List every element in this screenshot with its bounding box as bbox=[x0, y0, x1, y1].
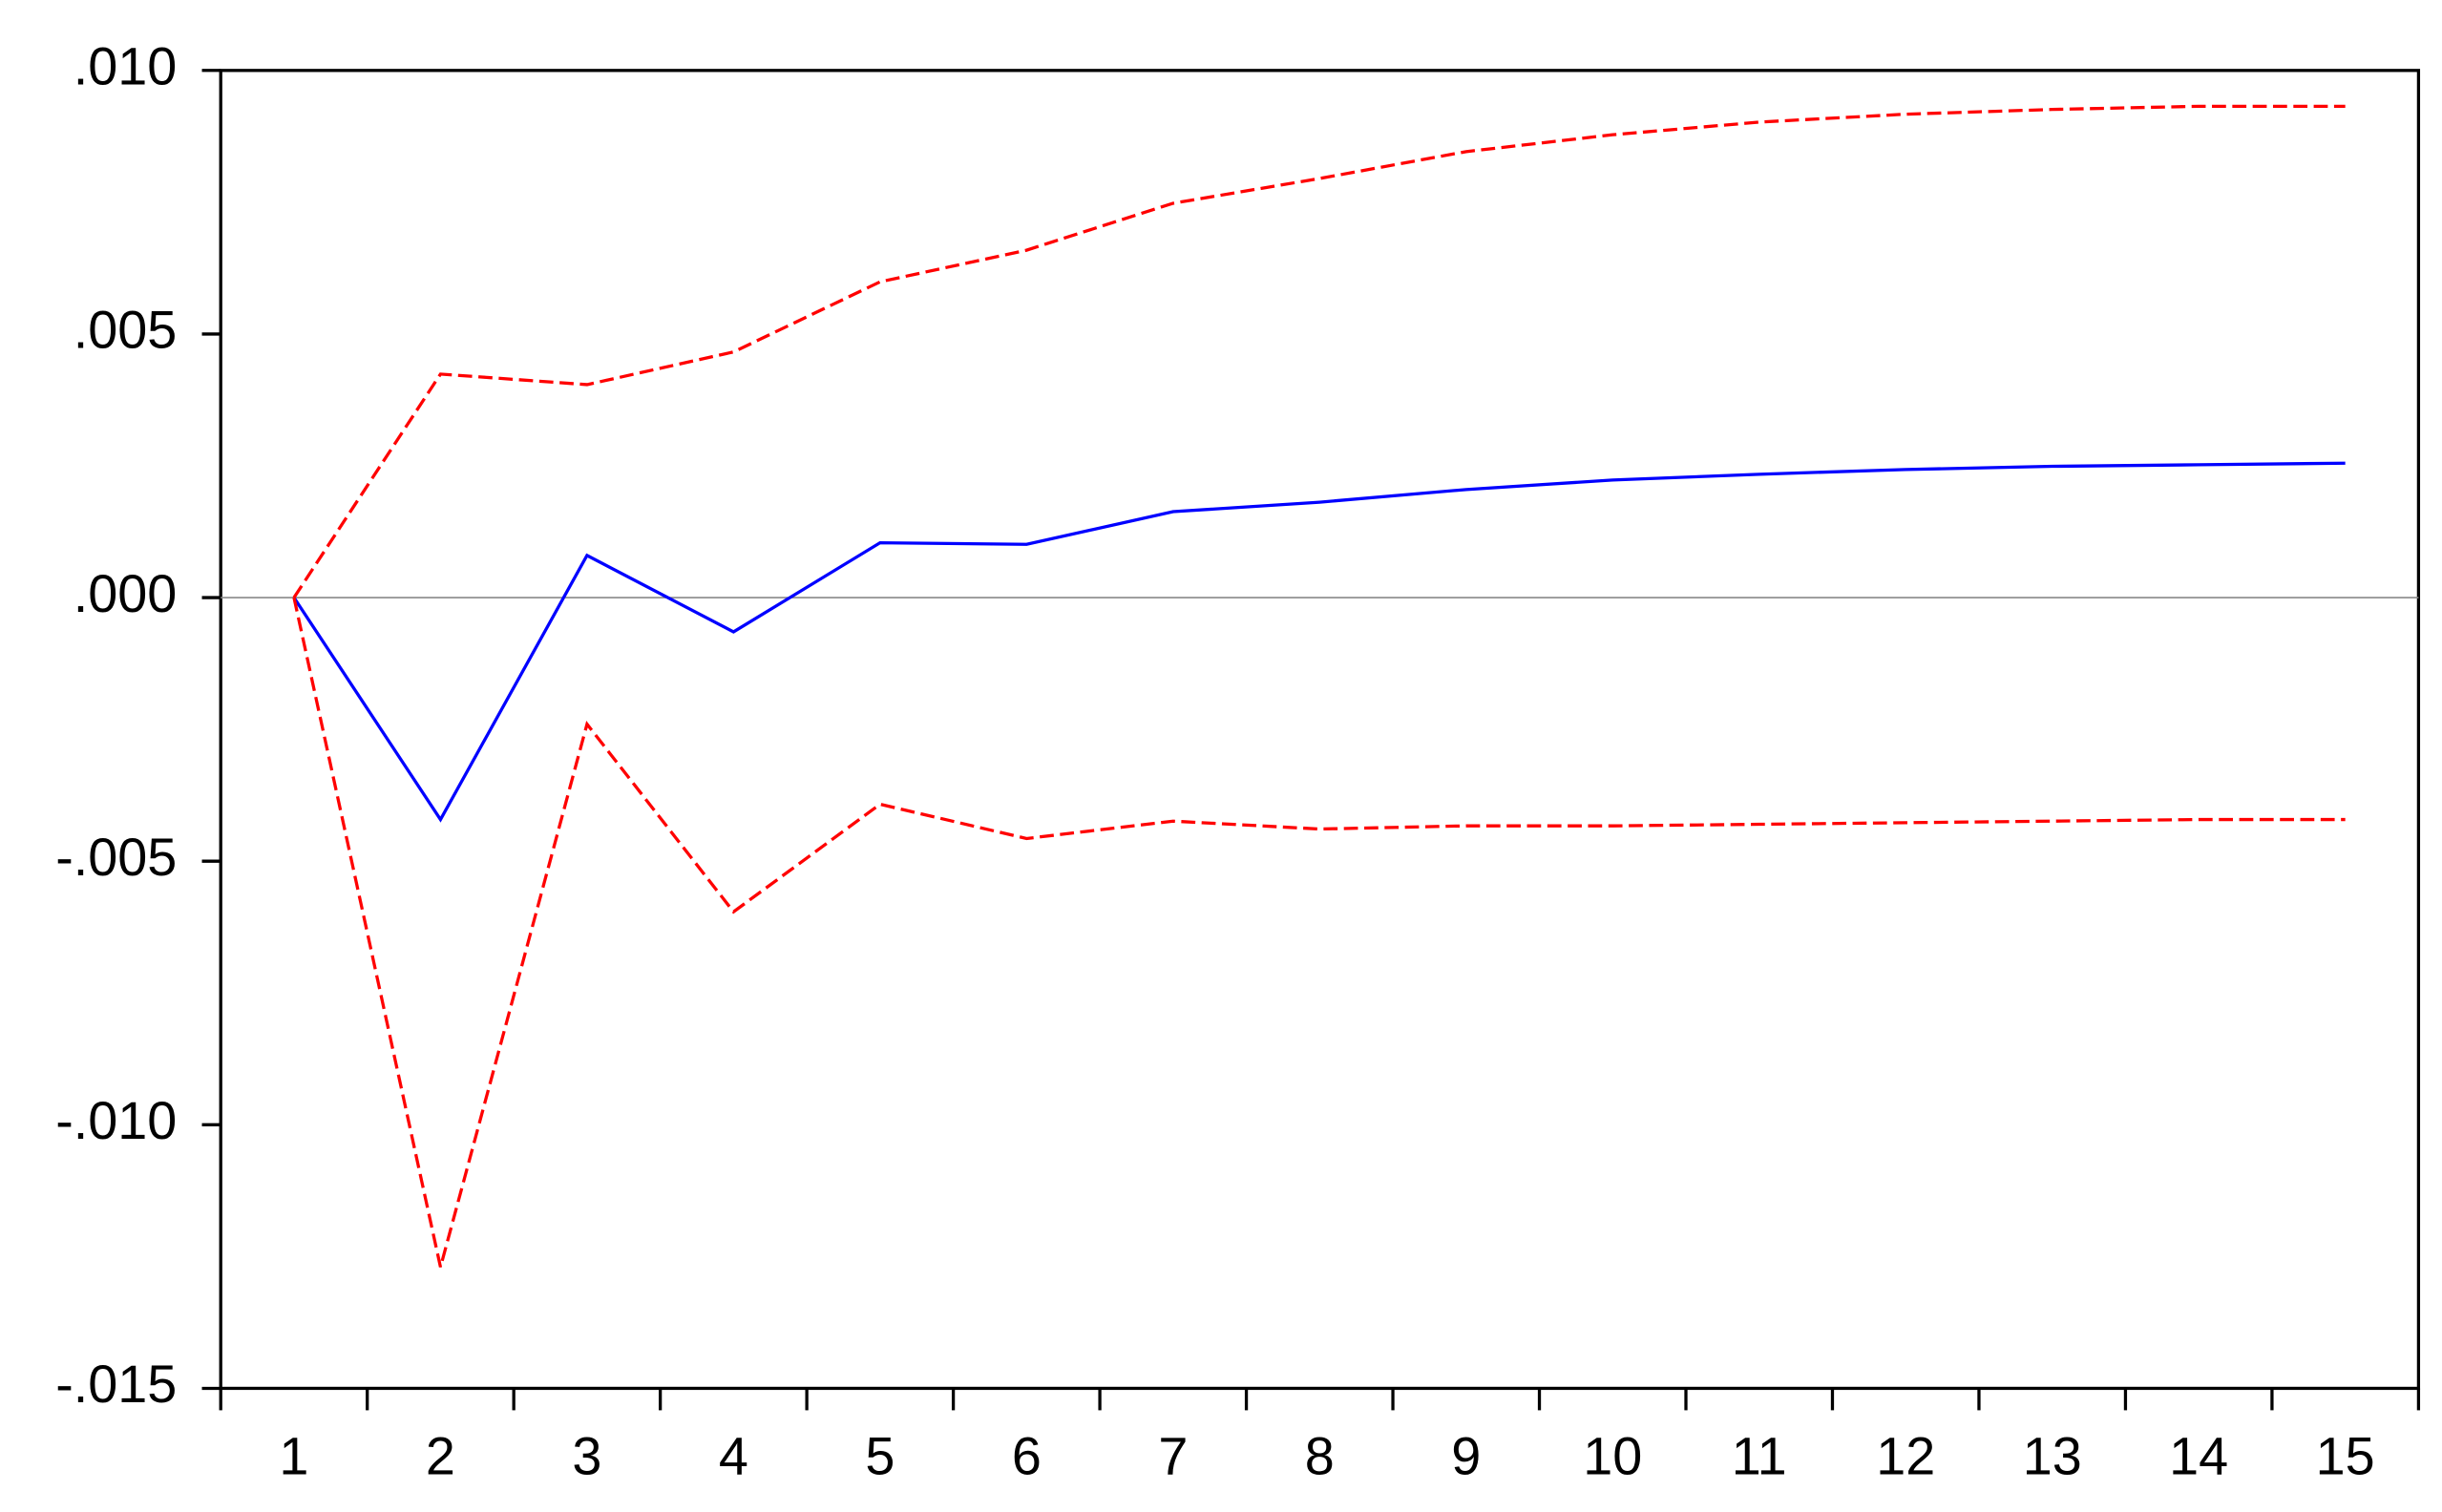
x-tick-label: 8 bbox=[1305, 1427, 1335, 1486]
x-tick-label: 4 bbox=[719, 1427, 748, 1486]
series-line bbox=[292, 104, 2346, 598]
x-tick-label: 7 bbox=[1158, 1427, 1188, 1486]
x-tick-label: 9 bbox=[1451, 1427, 1481, 1486]
plot-frame bbox=[219, 69, 2421, 1391]
x-tick-label: 5 bbox=[865, 1427, 895, 1486]
y-tick-label: .005 bbox=[74, 301, 178, 360]
x-tick-label: 10 bbox=[1583, 1427, 1642, 1486]
series-line bbox=[292, 597, 2346, 1268]
y-tick-label: .010 bbox=[74, 37, 178, 96]
x-tick-label: 13 bbox=[2023, 1427, 2082, 1486]
x-tick-label: 12 bbox=[1876, 1427, 1935, 1486]
y-tick-label: .000 bbox=[74, 564, 178, 623]
x-tick-label: 2 bbox=[426, 1427, 455, 1486]
y-tick-label: -.005 bbox=[55, 828, 177, 887]
x-tick-label: 1 bbox=[279, 1427, 308, 1486]
series-line bbox=[292, 461, 2346, 823]
x-tick-label: 14 bbox=[2169, 1427, 2228, 1486]
x-tick-label: 15 bbox=[2316, 1427, 2375, 1486]
y-tick-label: -.010 bbox=[55, 1091, 177, 1150]
x-tick-label: 3 bbox=[572, 1427, 601, 1486]
x-tick-label: 6 bbox=[1012, 1427, 1042, 1486]
x-tick-label: 11 bbox=[1732, 1427, 1787, 1486]
y-tick-label: -.015 bbox=[55, 1354, 177, 1414]
